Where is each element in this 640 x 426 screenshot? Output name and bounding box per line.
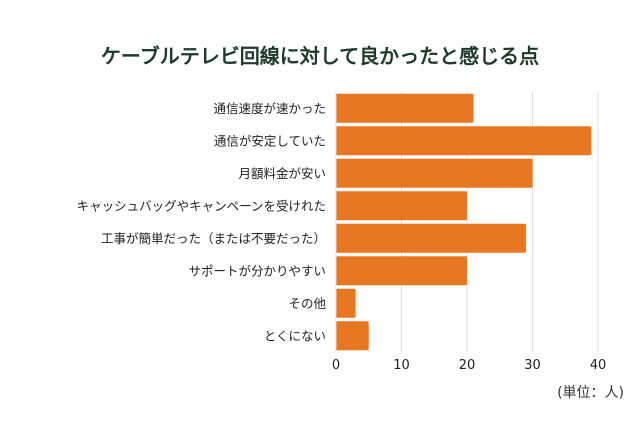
category-label: 月額料金が安い (238, 166, 326, 181)
category-label: 通信が安定していた (214, 133, 326, 148)
chart-title: ケーブルテレビ回線に対して良かったと感じる点 (100, 44, 540, 68)
x-tick-label: 30 (524, 358, 541, 373)
category-label: サポートが分かりやすい (188, 263, 326, 278)
category-label: その他 (288, 296, 326, 311)
bar (336, 321, 369, 351)
bar (336, 288, 356, 318)
x-tick-label: 10 (393, 358, 410, 373)
bar (336, 256, 467, 286)
category-label: とくにない (264, 328, 326, 343)
x-tick-label: 0 (332, 358, 340, 373)
bar (336, 191, 467, 221)
category-label: キャッシュバッグやキャンペーンを受けれた (77, 198, 326, 213)
bar (336, 223, 526, 253)
unit-label: (単位：人) (557, 385, 624, 401)
x-tick-label: 20 (459, 358, 476, 373)
bar (336, 158, 533, 188)
category-label: 通信速度が速かった (213, 101, 326, 116)
category-label: 工事が簡単だった（または不要だった） (101, 231, 326, 246)
x-tick-label: 40 (590, 358, 607, 373)
bar (336, 93, 474, 123)
bar (336, 126, 592, 156)
